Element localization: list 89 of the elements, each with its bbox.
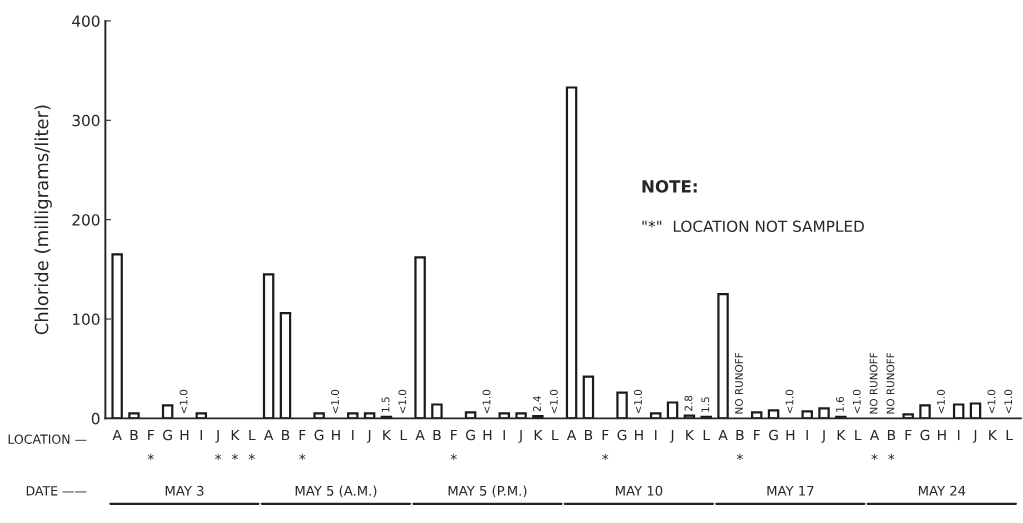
x-tick-label: G: [163, 429, 172, 441]
text: DATE ——: [26, 486, 87, 496]
x-tick-label: L: [552, 429, 559, 441]
x-tick-label: L *: [248, 429, 256, 461]
y-tick-label: 300: [72, 114, 100, 127]
x-tick-label: L: [400, 429, 408, 441]
text: NO RUNOFF: [886, 352, 895, 414]
data-label: 1.6: [836, 396, 844, 412]
x-tick-label: K: [534, 429, 543, 441]
text: MAY 3: [165, 485, 204, 496]
x-tick-label: A: [112, 429, 122, 441]
x-tick-label: H: [937, 429, 946, 441]
x-tick-label: I: [352, 429, 354, 441]
x-tick-label: A: [718, 429, 728, 441]
x-tick-label: J: [669, 429, 674, 443]
x-tick-label: J: [821, 429, 825, 443]
x-tick-label: I: [655, 429, 657, 441]
text: <1.0: [852, 389, 861, 414]
x-tick-label: L: [855, 429, 862, 441]
x-tick-label: B *: [736, 429, 744, 461]
x-tick-label: B: [130, 429, 138, 441]
x-tick-label: K *: [231, 429, 240, 461]
y-tick-label: 400: [72, 15, 100, 27]
y-axis-title: Chloride (milligrams/liter): [34, 105, 52, 335]
data-label: 2.4: [533, 396, 541, 412]
x-tick-label: F *: [602, 429, 609, 461]
x-tick-label: K: [383, 429, 392, 441]
x-tick-label: B: [282, 429, 290, 441]
x-tick-label: K: [837, 429, 846, 441]
x-tick-label: A *: [869, 429, 880, 461]
y-tick-label: 200: [72, 214, 100, 226]
x-tick-label: B: [433, 429, 441, 441]
text: NO RUNOFF: [869, 352, 878, 414]
x-tick-label: A: [415, 429, 425, 441]
x-tick-label: H: [332, 429, 340, 441]
text: <1.0: [987, 389, 996, 414]
x-tick-label: J *: [215, 429, 222, 461]
text: MAY 10: [615, 485, 663, 496]
text: <1.0: [785, 389, 794, 414]
x-tick-label: J: [972, 429, 977, 443]
x-tick-label: A: [263, 429, 274, 441]
text: NO RUNOFF: [735, 352, 743, 414]
text: MAY 5 (P.M.): [448, 485, 527, 498]
text: MAY 17: [767, 485, 814, 496]
x-tick-label: G: [465, 429, 475, 441]
x-tick-label: G: [768, 429, 778, 441]
data-label: 1.5: [701, 397, 710, 412]
x-tick-label: I: [957, 429, 960, 441]
x-tick-label: F *: [147, 429, 154, 461]
x-tick-label: B: [585, 429, 593, 441]
x-tick-label: B *: [887, 429, 896, 461]
x-tick-label: H: [786, 429, 795, 441]
x-tick-label: K: [989, 429, 998, 441]
text: <1.0: [1004, 389, 1013, 414]
text: MAY 24: [918, 485, 966, 496]
x-tick-label: H: [635, 429, 643, 441]
data-label: 2.8: [684, 395, 693, 411]
x-tick-label: H: [180, 429, 189, 441]
text: <1.0: [634, 389, 642, 414]
x-tick-label: H: [483, 429, 492, 441]
text: <1.0: [482, 389, 491, 414]
x-tick-label: J: [366, 429, 371, 443]
y-tick-label: 100: [73, 313, 100, 326]
data-label: 1.5: [381, 397, 390, 412]
x-tick-label: I: [503, 429, 505, 441]
text: <1.0: [549, 389, 558, 414]
x-axis-title: LOCATION —: [8, 434, 87, 444]
x-tick-label: F *: [299, 429, 306, 461]
x-tick-label: I: [806, 429, 808, 441]
x-tick-label: K: [686, 429, 695, 441]
text: MAY 5 (A.M.): [295, 485, 377, 498]
x-tick-label: A: [566, 429, 577, 441]
annotation: NOTE:: [642, 180, 697, 193]
x-tick-label: F *: [450, 429, 457, 461]
y-tick-label: 0: [91, 412, 100, 425]
x-tick-label: I: [200, 429, 202, 441]
x-tick-label: G: [314, 429, 324, 441]
x-tick-label: G: [617, 429, 627, 441]
x-tick-label: L: [1006, 429, 1013, 441]
x-tick-label: F: [754, 429, 760, 441]
annotation: "*" LOCATION NOT SAMPLED: [642, 220, 864, 233]
text: <1.0: [398, 389, 407, 414]
text: <1.0: [936, 389, 945, 414]
x-tick-label: L: [703, 429, 711, 441]
text: <1.0: [331, 389, 339, 414]
x-tick-label: G: [920, 429, 930, 441]
text: <1.0: [179, 389, 188, 414]
x-tick-label: J: [518, 429, 522, 443]
x-tick-label: F: [905, 429, 912, 441]
